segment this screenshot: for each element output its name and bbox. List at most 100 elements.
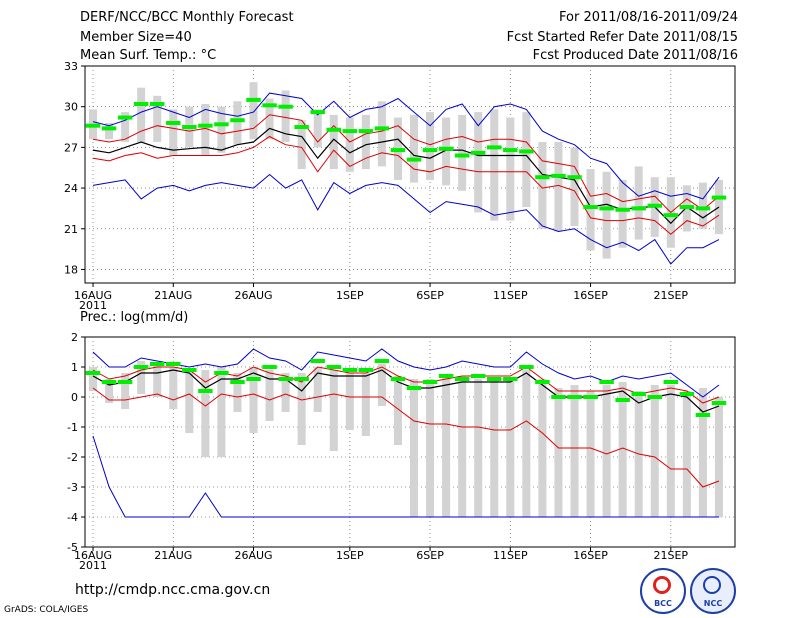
prec-observed-mark — [695, 413, 711, 417]
prec-observed-mark — [679, 392, 695, 396]
prec-mean-line — [92, 369, 720, 413]
prec-observed-mark — [133, 365, 149, 369]
temp-xtick-label: 6SEP — [416, 289, 444, 302]
prec-spread-box — [265, 370, 274, 421]
temp-spread-box — [313, 109, 322, 148]
prec-observed-mark — [294, 377, 309, 381]
prec-spread-box — [89, 367, 98, 391]
temp-upper-spread-line — [92, 114, 720, 214]
temp-xtick-label: 16SEP — [573, 289, 608, 302]
temp-spread-box — [554, 141, 563, 232]
prec-observed-mark — [406, 386, 422, 390]
prec-observed-mark — [101, 380, 117, 384]
temp-observed-mark — [422, 148, 438, 153]
temp-spread-box — [201, 103, 210, 156]
prec-spread-box — [458, 376, 467, 517]
prec-observed-mark — [438, 374, 454, 378]
prec-observed-mark — [342, 368, 358, 372]
prec-spread-box — [506, 379, 515, 517]
temp-xtick-label: 1SEP — [336, 289, 364, 302]
temp-year-label: 2011 — [79, 299, 107, 312]
prec-observed-mark — [454, 377, 470, 381]
temp-observed-mark — [599, 206, 614, 211]
prec-spread-box — [554, 388, 563, 517]
grads-credit: GrADS: COLA/IGES — [4, 605, 89, 615]
temp-observed-mark — [294, 125, 309, 130]
prec-spread-box — [586, 391, 595, 517]
prec-lower-spread-line — [92, 387, 720, 488]
prec-spread-box — [377, 364, 386, 406]
temp-spread-box — [426, 112, 435, 180]
temp-observed-mark — [182, 125, 197, 130]
prec-xtick-label: 21SEP — [654, 549, 689, 562]
bcc-logo-text: BCC — [654, 599, 672, 608]
prec-spread-box — [714, 397, 723, 517]
temp-spread-box — [602, 171, 611, 259]
temp-observed-mark — [150, 101, 165, 106]
prec-spread-box — [490, 379, 499, 517]
temp-observed-mark — [85, 123, 101, 128]
temp-ytick-label: 33 — [64, 60, 78, 73]
forecast-period: For 2011/08/16-2011/09/24 — [559, 10, 738, 25]
temp-spread-box — [618, 179, 627, 248]
prec-spread-box — [329, 370, 338, 451]
prec-observed-mark — [599, 380, 614, 384]
prec-observed-mark — [390, 377, 406, 381]
prec-spread-box — [121, 373, 130, 409]
bcc-logo-icon: BCC — [640, 568, 686, 614]
temp-observed-mark — [214, 122, 229, 127]
prec-observed-mark — [519, 365, 534, 369]
prec-observed-mark — [470, 374, 486, 378]
temp-xtick-label: 21SEP — [654, 289, 689, 302]
prec-observed-mark — [182, 368, 197, 372]
prec-max-line — [92, 348, 720, 398]
prec-observed-mark — [310, 359, 325, 363]
prec-observed-mark — [663, 380, 679, 384]
temp-observed-mark — [695, 206, 711, 211]
temp-ytick-label: 18 — [64, 263, 78, 276]
prec-min-line — [92, 435, 719, 518]
prec-spread-box — [474, 379, 483, 517]
temp-spread-box — [442, 117, 451, 186]
temp-plot-frame — [84, 65, 736, 284]
temp-observed-mark — [133, 101, 149, 106]
temp-ytick-label: 30 — [64, 101, 78, 114]
temp-observed-mark — [198, 123, 213, 128]
prec-observed-mark — [551, 395, 566, 399]
temp-observed-mark — [519, 149, 534, 154]
prec-observed-mark — [150, 362, 165, 366]
prec-ytick-label: 1 — [71, 361, 78, 374]
temp-spread-box — [281, 90, 290, 142]
ncc-logo-icon: NCC — [690, 568, 736, 614]
prec-xtick-label: 16SEP — [573, 549, 608, 562]
temp-ytick-label: 21 — [64, 223, 78, 236]
prec-observed-mark — [166, 362, 181, 366]
prec-observed-mark — [583, 395, 598, 399]
prec-observed-mark — [278, 377, 293, 381]
prec-ytick-label: -3 — [67, 481, 78, 494]
member-size: Member Size=40 — [80, 30, 192, 45]
temp-observed-mark — [503, 148, 518, 153]
prec-xtick-label: 26AUG — [234, 549, 272, 562]
temp-spread-box — [570, 147, 579, 227]
temp-observed-mark — [230, 118, 245, 123]
temp-observed-mark — [711, 195, 727, 200]
temp-spread-box — [265, 98, 274, 140]
prec-spread-box — [233, 373, 242, 412]
temp-observed-mark — [567, 175, 582, 180]
temp-spread-box — [105, 122, 114, 140]
temp-spread-box — [538, 141, 547, 229]
footer-url[interactable]: http://cmdp.ncc.cma.gov.cn — [75, 582, 271, 598]
temp-observed-mark — [583, 205, 598, 210]
prec-xtick-label: 11SEP — [493, 549, 528, 562]
temp-spread-box — [233, 101, 242, 145]
temp-observed-mark — [101, 126, 117, 131]
prec-spread-box — [297, 373, 306, 445]
prec-observed-mark — [711, 401, 727, 405]
temp-spread-box — [153, 95, 162, 142]
prec-observed-mark — [214, 371, 229, 375]
prec-ytick-label: 2 — [71, 331, 78, 344]
ncc-logo-text: NCC — [703, 599, 723, 608]
prec-observed-mark — [85, 371, 101, 375]
prec-xtick-label: 16AUG — [74, 549, 112, 562]
